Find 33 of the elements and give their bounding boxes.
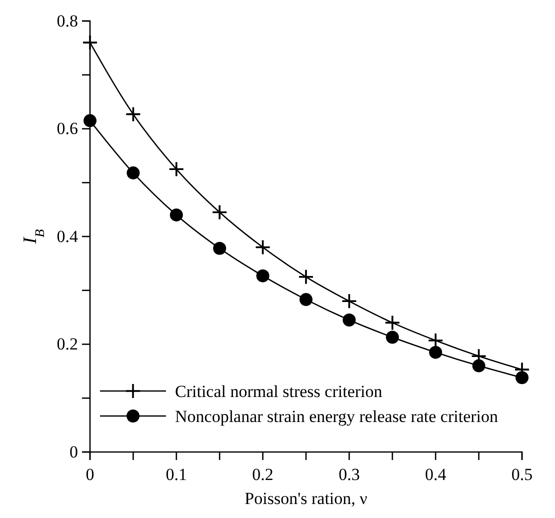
point [472, 359, 486, 372]
point [82, 34, 98, 50]
point [170, 208, 183, 222]
point [429, 346, 442, 359]
point [298, 269, 314, 285]
x-tick-label: 0.1 [166, 465, 188, 484]
point [300, 293, 312, 306]
x-tick-label: 0 [86, 465, 94, 484]
legend-label: Critical normal stress criterion [175, 382, 383, 401]
point [168, 161, 184, 178]
point [516, 371, 528, 384]
x-tick-label: 0.3 [338, 465, 360, 484]
point [125, 106, 142, 122]
point [386, 330, 399, 344]
point [212, 204, 228, 220]
y-tick-label: 0.4 [56, 226, 78, 246]
point [84, 114, 96, 128]
x-axis-title: Poisson's ration, ν [244, 489, 368, 508]
y-tick-label: 0.6 [56, 119, 78, 138]
y-tick-label: 0.8 [56, 11, 78, 30]
point [342, 314, 356, 327]
x-tick-label: 0.2 [252, 465, 274, 484]
x-tick-label: 0.4 [424, 465, 447, 484]
point [341, 293, 358, 310]
y-tick-label: 0.2 [56, 334, 78, 354]
legend-label: Noncoplanar strain energy release rate criterion [175, 407, 498, 426]
y-tick-label: 0 [70, 442, 78, 462]
point [384, 314, 400, 331]
x-tick-label: 0.5 [511, 465, 533, 484]
point [213, 242, 226, 255]
point [254, 239, 271, 256]
point [256, 269, 270, 282]
point [126, 166, 140, 180]
